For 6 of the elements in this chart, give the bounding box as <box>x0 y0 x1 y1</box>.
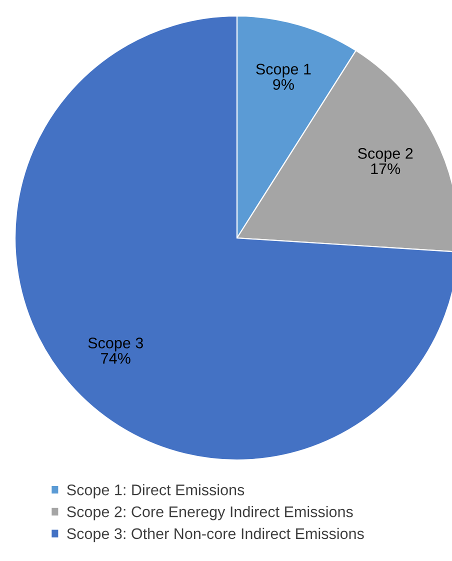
data-label: Scope 2 17% <box>358 148 413 174</box>
legend-label: Scope 3: Other Non-core Indirect Emissions <box>67 528 364 542</box>
legend-label: Scope 2: Core Eneregy Indirect Emissions <box>67 506 353 520</box>
legend-label: Scope 1: Direct Emissions <box>67 484 244 498</box>
data-label: Scope 3 74% <box>88 338 143 364</box>
data-label: Scope 1 9% <box>256 64 311 90</box>
